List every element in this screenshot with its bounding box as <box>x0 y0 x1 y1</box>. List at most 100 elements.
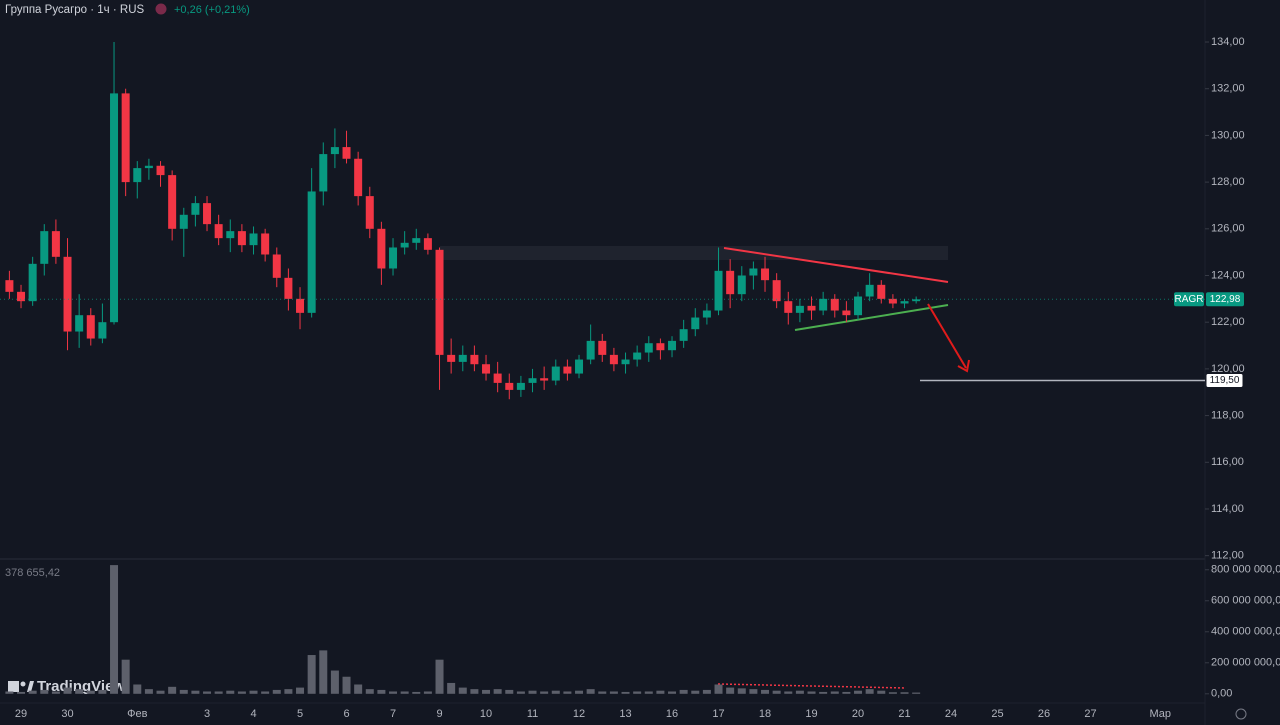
volume-bar <box>877 690 886 694</box>
volume-bar <box>563 691 572 694</box>
volume-bar <box>621 691 630 694</box>
volume-bar <box>540 691 549 694</box>
volume-bar <box>458 687 467 694</box>
volume-bar <box>237 691 246 694</box>
x-tick-label: 12 <box>573 708 585 720</box>
x-tick-label: 20 <box>852 708 864 720</box>
volume-bar <box>110 565 119 694</box>
candle-body <box>482 364 491 374</box>
volume-trend <box>717 683 907 689</box>
candle-body <box>749 268 758 276</box>
x-tick-label: 16 <box>666 708 678 720</box>
volume-bar <box>644 691 653 694</box>
volume-bar <box>447 682 456 694</box>
candle-body <box>133 168 142 183</box>
volume-bar <box>551 690 560 694</box>
candle-body <box>179 214 188 229</box>
logo-icon <box>8 681 19 692</box>
volume-bar <box>156 690 165 694</box>
candle-body <box>423 238 432 250</box>
candle-body <box>819 298 828 311</box>
price-change: +0,26 (+0,21%) <box>174 4 250 16</box>
volume-bar <box>726 687 735 694</box>
volume-bar <box>668 691 677 694</box>
volume-bar <box>633 691 642 694</box>
volume-bar <box>86 690 95 694</box>
volume-bar <box>761 689 770 694</box>
candle-body <box>586 340 595 360</box>
candle-body <box>40 231 49 264</box>
x-tick-label: Фев <box>127 708 147 720</box>
volume-bar <box>888 692 897 694</box>
volume-bar <box>307 655 316 694</box>
status-icon <box>155 3 167 15</box>
candle-body <box>330 147 339 155</box>
candle-body <box>865 284 874 297</box>
volume-bar <box>296 687 305 694</box>
candle-body <box>516 382 525 390</box>
volume-bar <box>900 692 909 694</box>
candle-body <box>656 343 665 351</box>
volume-bar <box>423 691 432 694</box>
candle-body <box>261 233 270 255</box>
volume-bar <box>586 689 595 694</box>
x-tick-label: 3 <box>204 708 210 720</box>
candle-body <box>144 165 153 169</box>
candle-body <box>447 354 456 362</box>
volume-tick-label: 400 000 000,00 <box>1211 626 1280 638</box>
candle-body <box>900 301 909 304</box>
volume-bar <box>354 684 363 694</box>
candle-body <box>63 256 72 332</box>
candle-body <box>121 93 130 183</box>
candle-body <box>551 366 560 381</box>
candle-body <box>807 305 816 311</box>
y-tick-label: 124,00 <box>1211 269 1245 281</box>
y-tick-label: 132,00 <box>1211 83 1245 95</box>
candle-body <box>668 340 677 351</box>
y-tick-label: 122,00 <box>1211 316 1245 328</box>
volume-bar <box>656 690 665 694</box>
volume-bar <box>609 691 618 694</box>
candle-body <box>784 301 793 313</box>
volume-tick-label: 800 000 000,00 <box>1211 564 1280 576</box>
x-tick-label: 19 <box>805 708 817 720</box>
volume-bar <box>17 691 26 694</box>
candle-body <box>86 315 95 339</box>
volume-bar <box>272 689 281 694</box>
candle-body <box>319 154 328 192</box>
candle-body <box>563 366 572 374</box>
volume-bar <box>203 691 212 694</box>
volume-bar <box>912 692 921 694</box>
volume-bar <box>144 689 153 694</box>
x-tick-label: 10 <box>480 708 492 720</box>
candle-body <box>761 268 770 281</box>
volume-bar <box>842 691 851 694</box>
volume-bar <box>575 690 584 694</box>
x-tick-label: 13 <box>619 708 631 720</box>
candle-body <box>296 298 305 313</box>
x-tick-label: 30 <box>61 708 73 720</box>
volume-bar <box>319 650 328 694</box>
candle-body <box>249 233 258 246</box>
volume-bar <box>63 687 72 694</box>
candle-body <box>505 382 514 390</box>
x-tick-label: 29 <box>15 708 27 720</box>
volume-bar <box>226 690 235 694</box>
symbol-title: Группа Русагро · 1ч · RUS <box>5 4 145 16</box>
candle-body <box>772 280 781 302</box>
volume-bar <box>702 689 711 694</box>
candle-body <box>877 284 886 299</box>
candle-body <box>528 378 537 383</box>
x-tick-label: 27 <box>1084 708 1096 720</box>
candle-body <box>795 305 804 313</box>
settings-icon[interactable] <box>1235 708 1247 720</box>
x-tick-label: 21 <box>898 708 910 720</box>
volume-bar <box>830 691 839 694</box>
x-tick-label: 24 <box>945 708 957 720</box>
volume-bar <box>51 691 60 694</box>
x-tick-label: 25 <box>991 708 1003 720</box>
candle-body <box>493 373 502 383</box>
x-tick-label: Мар <box>1150 708 1172 720</box>
x-tick-label: 18 <box>759 708 771 720</box>
